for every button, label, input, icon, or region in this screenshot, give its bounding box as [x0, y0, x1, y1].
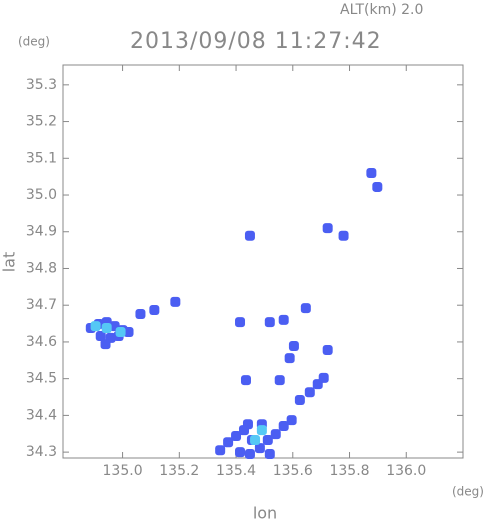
echo-cell	[322, 345, 333, 356]
x-label: lon	[253, 504, 277, 521]
y-tick-label: 35.1	[26, 150, 57, 166]
echo-cell	[270, 429, 281, 440]
echo-cell	[278, 421, 289, 432]
x-tick-label: 135.0	[103, 463, 143, 479]
x-tick-label: 135.6	[273, 463, 313, 479]
echo-cell	[300, 303, 311, 314]
echo-cell	[304, 387, 315, 398]
y-tick-label: 34.7	[26, 297, 57, 313]
echo-cell	[284, 353, 295, 364]
echo-cell	[254, 443, 265, 454]
echo-cell	[235, 447, 246, 458]
echo-cell	[240, 375, 251, 386]
echo-cell	[250, 435, 261, 446]
y-tick-label: 34.6	[26, 334, 57, 350]
echo-cell	[100, 339, 111, 350]
echo-cell	[288, 340, 299, 351]
echo-cell	[215, 445, 226, 456]
echo-cell	[242, 419, 253, 430]
subtitle: ALT(km) 2.0	[340, 2, 423, 18]
x-tick-label: 135.4	[216, 463, 256, 479]
echo-cell	[264, 448, 275, 459]
y-tick-label: 35.0	[26, 187, 57, 203]
echo-cell	[135, 309, 146, 320]
echo-cell	[223, 437, 234, 448]
echo-cell	[231, 430, 242, 441]
y-tick-label: 34.5	[26, 371, 57, 387]
echo-cell	[274, 375, 285, 386]
echo-cell	[256, 425, 267, 436]
echo-cell	[294, 394, 305, 405]
echo-cell	[149, 304, 160, 315]
plot-frame	[62, 64, 464, 459]
echo-cell	[338, 230, 349, 241]
echo-cell	[95, 331, 106, 342]
chart-title: 2013/09/08 11:27:42	[130, 29, 382, 54]
echo-cell	[123, 327, 134, 338]
y-tick-label: 34.4	[26, 407, 57, 423]
x-unit: (deg)	[452, 485, 484, 499]
echo-cell	[244, 230, 255, 241]
x-tick-label: 135.2	[159, 463, 199, 479]
echo-cell	[170, 296, 181, 307]
y-tick-label: 34.8	[26, 260, 57, 276]
y-unit: (deg)	[18, 35, 50, 49]
echo-cell	[366, 167, 377, 178]
y-label: lat	[0, 252, 19, 273]
echo-cell	[244, 448, 255, 459]
echo-cell	[235, 317, 246, 328]
y-tick-label: 34.3	[26, 444, 57, 460]
echo-cell	[264, 317, 275, 328]
echo-cell	[101, 322, 112, 333]
x-tick-label: 136.0	[386, 463, 426, 479]
echo-cell	[286, 415, 297, 426]
echo-cell	[322, 223, 333, 234]
echo-cell	[262, 435, 273, 446]
echo-cell	[372, 181, 383, 192]
y-tick-label: 35.2	[26, 114, 57, 130]
echo-cell	[115, 327, 126, 338]
echo-cell	[318, 372, 329, 383]
echo-cell	[278, 314, 289, 325]
echo-cell	[90, 321, 101, 332]
y-tick-label: 35.3	[26, 77, 57, 93]
x-tick-label: 135.8	[329, 463, 369, 479]
y-tick-label: 34.9	[26, 224, 57, 240]
